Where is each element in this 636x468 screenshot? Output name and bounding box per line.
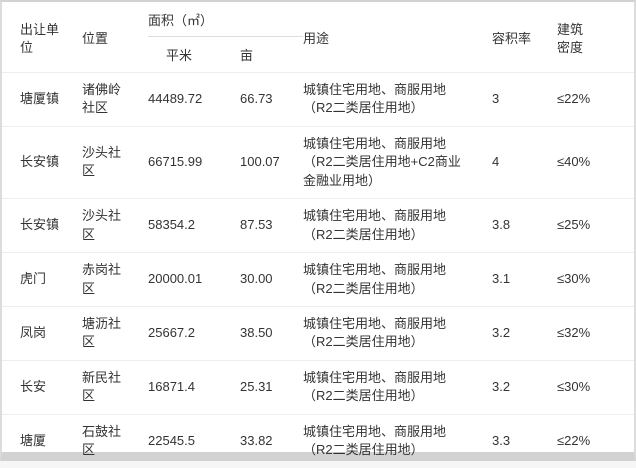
cell-far: 3.8: [492, 198, 558, 253]
table-row: 长安 新民社 区 16871.4 25.31 城镇住宅用地、商服用地 （R2二类…: [2, 359, 635, 415]
cell-far: 4: [492, 125, 558, 199]
cell-usage: 城镇住宅用地、商服用地 （R2二类居住用地）: [303, 359, 493, 415]
cell-location: 塘沥社 区: [82, 305, 148, 361]
table-row: 塘厦 石鼓社 区 22545.5 33.82 城镇住宅用地、商服用地 （R2二类…: [2, 413, 635, 468]
cell-unit: 凤岗: [2, 305, 82, 361]
cell-density: ≤40%: [557, 125, 635, 199]
table-header: 出让单 位 位置 面积（㎡） 用途 容积率 建筑 密度 平米 亩: [2, 2, 634, 72]
table-row: 塘厦镇 诸佛岭 社区 44489.72 66.73 城镇住宅用地、商服用地 （R…: [2, 71, 635, 127]
cell-unit: 长安镇: [2, 198, 82, 253]
cell-usage: 城镇住宅用地、商服用地 （R2二类居住用地）: [303, 252, 493, 307]
cell-location: 新民社 区: [82, 359, 148, 415]
cell-unit: 长安镇: [2, 125, 82, 199]
cell-density: ≤22%: [557, 413, 635, 468]
cell-area-mu: 66.73: [240, 71, 304, 127]
cell-density: ≤22%: [557, 71, 635, 127]
cell-far: 3: [492, 71, 558, 127]
col-header-density: 建筑 密度: [557, 21, 584, 55]
cell-far: 3.2: [492, 305, 558, 361]
cell-location: 沙头社 区: [82, 125, 148, 199]
cell-area-sqm: 25667.2: [148, 305, 240, 361]
table-body: 塘厦镇 诸佛岭 社区 44489.72 66.73 城镇住宅用地、商服用地 （R…: [2, 71, 635, 468]
col-header-far: 容积率: [492, 30, 532, 46]
cell-location: 诸佛岭 社区: [82, 71, 148, 127]
cell-area-mu: 25.31: [240, 359, 304, 415]
cell-far: 3.3: [492, 413, 558, 468]
cell-usage: 城镇住宅用地、商服用地 （R2二类居住用地+C2商业 金融业用地）: [303, 125, 493, 199]
col-header-area-group: 面积（㎡）: [148, 2, 304, 38]
col-header-unit: 出让单 位: [20, 21, 60, 55]
cell-location: 沙头社 区: [82, 198, 148, 253]
cell-area-sqm: 16871.4: [148, 359, 240, 415]
cell-density: ≤30%: [557, 252, 635, 307]
cell-unit: 长安: [2, 359, 82, 415]
cell-density: ≤25%: [557, 198, 635, 253]
cell-usage: 城镇住宅用地、商服用地 （R2二类居住用地）: [303, 413, 493, 468]
cell-unit: 塘厦: [2, 413, 82, 468]
cell-usage: 城镇住宅用地、商服用地 （R2二类居住用地）: [303, 71, 493, 127]
col-header-sqm: 平米: [166, 48, 193, 64]
cell-area-sqm: 44489.72: [148, 71, 240, 127]
cell-area-mu: 33.82: [240, 413, 304, 468]
table-row: 长安镇 沙头社 区 66715.99 100.07 城镇住宅用地、商服用地 （R…: [2, 125, 635, 199]
cell-usage: 城镇住宅用地、商服用地 （R2二类居住用地）: [303, 305, 493, 361]
cell-area-sqm: 22545.5: [148, 413, 240, 468]
cell-density: ≤30%: [557, 359, 635, 415]
cell-area-mu: 38.50: [240, 305, 304, 361]
cell-location: 赤岗社 区: [82, 252, 148, 307]
cell-far: 3.1: [492, 252, 558, 307]
cell-unit: 虎门: [2, 252, 82, 307]
col-header-location: 位置: [82, 30, 109, 46]
cell-area-mu: 87.53: [240, 198, 304, 253]
cell-usage: 城镇住宅用地、商服用地 （R2二类居住用地）: [303, 198, 493, 253]
cell-area-sqm: 66715.99: [148, 125, 240, 199]
col-header-usage: 用途: [303, 30, 330, 46]
cell-area-sqm: 20000.01: [148, 252, 240, 307]
cell-unit: 塘厦镇: [2, 71, 82, 127]
cell-location: 石鼓社 区: [82, 413, 148, 468]
table-row: 凤岗 塘沥社 区 25667.2 38.50 城镇住宅用地、商服用地 （R2二类…: [2, 305, 635, 361]
col-header-mu: 亩: [240, 48, 254, 64]
table-row: 长安镇 沙头社 区 58354.2 87.53 城镇住宅用地、商服用地 （R2二…: [2, 198, 635, 253]
cell-area-sqm: 58354.2: [148, 198, 240, 253]
cell-density: ≤32%: [557, 305, 635, 361]
cell-area-mu: 100.07: [240, 125, 304, 199]
cell-area-mu: 30.00: [240, 252, 304, 307]
cell-far: 3.2: [492, 359, 558, 415]
table-row: 虎门 赤岗社 区 20000.01 30.00 城镇住宅用地、商服用地 （R2二…: [2, 252, 635, 307]
